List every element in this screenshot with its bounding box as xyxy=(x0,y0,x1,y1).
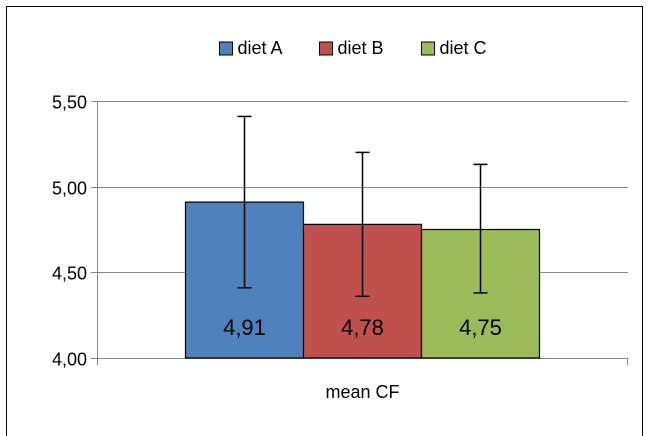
legend-swatch xyxy=(421,41,435,56)
data-label: 4,75 xyxy=(459,315,502,340)
data-label: 4,91 xyxy=(223,315,266,340)
legend-swatch xyxy=(319,41,333,56)
bars xyxy=(184,115,541,359)
legend-label: diet A xyxy=(238,38,283,58)
labels: 4,00 4,50 5,00 5,50 4,91 4,78 4,75 mean CF xyxy=(52,93,502,403)
legend-swatch xyxy=(219,41,233,56)
data-label: 4,78 xyxy=(341,315,384,340)
chart-frame xyxy=(6,6,643,436)
y-tick-label: 4,00 xyxy=(52,350,87,370)
legend-label: diet B xyxy=(338,38,384,58)
y-tick-label: 5,00 xyxy=(52,179,87,199)
x-category-label: mean CF xyxy=(325,382,399,402)
y-tick-label: 5,50 xyxy=(52,93,87,113)
y-tick-label: 4,50 xyxy=(52,264,87,284)
legend: diet A diet B diet C xyxy=(219,38,487,58)
bar-chart: 4,00 4,50 5,00 5,50 4,91 4,78 4,75 mean CF diet… xyxy=(52,38,628,403)
legend-label: diet C xyxy=(440,38,487,58)
